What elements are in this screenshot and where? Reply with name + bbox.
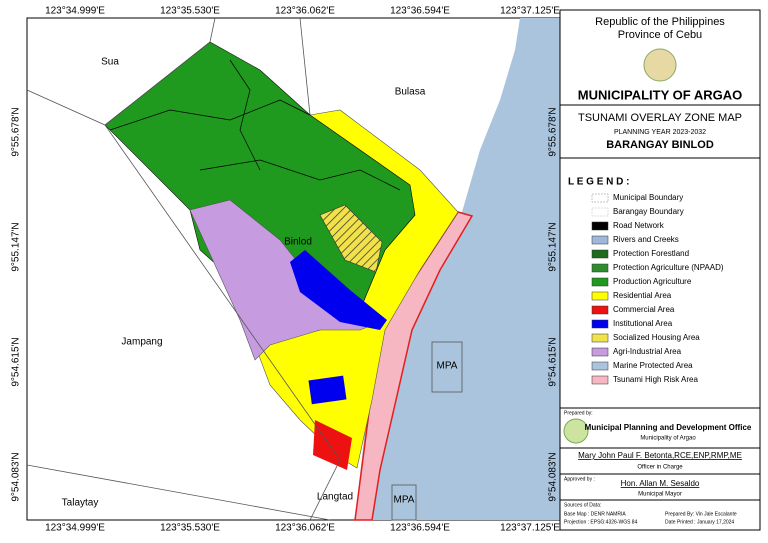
legend-label: Municipal Boundary [613, 193, 683, 202]
place-label: Sua [101, 57, 119, 68]
approved-by: Approved by : [564, 476, 595, 482]
legend-label: Barangay Boundary [613, 207, 684, 216]
legend-label: Road Network [613, 221, 665, 230]
latitude-label: 9°54.615'N [11, 337, 22, 386]
map-title: TSUNAMI OVERLAY ZONE MAP [578, 112, 742, 124]
header-line: Republic of the Philippines [595, 16, 725, 28]
legend-swatch [591, 249, 609, 259]
longitude-label: 123°36.062'E [275, 523, 335, 534]
latitude-label: 9°54.083'N [11, 452, 22, 501]
legend: Municipal Boundary Barangay Boundary Road … [591, 193, 724, 385]
legend-swatch [591, 235, 609, 245]
place-label: Bulasa [395, 87, 426, 98]
latitude-label: 9°55.147'N [11, 222, 22, 271]
legend-swatch [591, 319, 609, 329]
latitude-label: 9°54.615'N [548, 337, 559, 386]
longitude-label: 123°37.125'E [500, 6, 560, 17]
base-map: Base Map : DENR NAMRIA [564, 511, 626, 517]
place-label: MPA [394, 495, 415, 506]
longitude-label: 123°35.530'E [160, 6, 220, 17]
title-block [559, 9, 761, 531]
legend-label: Rivers and Creeks [613, 235, 679, 244]
agri-industrial [189, 199, 386, 361]
office: Municipal Planning and Development Offic… [585, 423, 752, 432]
prepared-person: Prepared By: Vin Jale Escalante [665, 511, 737, 517]
legend-swatch [591, 207, 609, 217]
prepared-by: Prepared by: [564, 410, 593, 416]
roads [109, 59, 401, 191]
legend-swatch [591, 193, 609, 203]
legend-label: Production Agriculture [613, 277, 692, 286]
legend-label: Institutional Area [613, 319, 673, 328]
legend-swatch [591, 347, 609, 357]
place-label: Jampang [121, 337, 162, 348]
latitude-label: 9°54.083'N [548, 452, 559, 501]
latitude-label: 9°55.147'N [548, 222, 559, 271]
legend-swatch [591, 333, 609, 343]
legend-swatch [591, 305, 609, 315]
legend-label: Marine Protected Area [613, 361, 693, 370]
place-label: MPA [437, 361, 458, 372]
officer: Mary John Paul F. Betonta,RCE,ENP,RMP,ME [578, 451, 742, 460]
barangay: BARANGAY BINLOD [606, 139, 714, 151]
header-line: Province of Cebu [618, 29, 702, 41]
legend-swatch [591, 361, 609, 371]
longitude-label: 123°36.062'E [275, 6, 335, 17]
projection: Projection : EPSG:4326-WGS 84 [564, 519, 638, 525]
longitude-label: 123°34.999'E [45, 523, 105, 534]
sources: Sources of Data: [564, 502, 601, 508]
commercial [313, 420, 352, 470]
longitude-label: 123°34.999'E [45, 6, 105, 17]
sea [355, 18, 560, 520]
longitude-label: 123°37.125'E [500, 523, 560, 534]
longitude-label: 123°35.530'E [160, 523, 220, 534]
legend-swatch [591, 375, 609, 385]
officer-role: Officer in Charge [637, 465, 683, 471]
place-label: Talaytay [62, 498, 99, 509]
legend-label: Commercial Area [613, 305, 675, 314]
latitude-label: 9°55.678'N [11, 107, 22, 156]
date-printed: Date Printed : January 17,2024 [665, 519, 734, 525]
mayor-role: Municipal Mayor [638, 492, 682, 498]
legend-label: Protection Agriculture (NPAAD) [613, 263, 724, 272]
longitude-label: 123°36.594'E [390, 6, 450, 17]
place-label: Langtad [317, 492, 353, 503]
socialized-housing [319, 204, 383, 273]
legend-label: Residential Area [613, 291, 672, 300]
legend-swatch [591, 291, 609, 301]
legend-swatch [591, 277, 609, 287]
legend-label: Protection Forestland [613, 249, 689, 258]
legend-label: Tsunami High Risk Area [613, 375, 698, 384]
institutional [290, 250, 387, 330]
municipality: MUNICIPALITY OF ARGAO [578, 87, 742, 102]
longitude-label: 123°36.594'E [390, 523, 450, 534]
legend-title: L E G E N D : [568, 177, 630, 188]
map-area [26, 17, 561, 521]
institutional [308, 375, 347, 405]
legend-swatch [591, 221, 609, 231]
legend-swatch [591, 263, 609, 273]
agriculture [104, 41, 416, 346]
latitude-label: 9°55.678'N [548, 107, 559, 156]
legend-label: Agri-Industrial Area [613, 347, 682, 356]
mayor: Hon. Allan M. Sesaldo [621, 479, 700, 488]
office-sub: Municipality of Argao [640, 436, 696, 442]
planning-year: PLANNING YEAR 2023-2032 [614, 129, 706, 136]
boundaries [26, 17, 463, 521]
legend-label: Socialized Housing Area [613, 333, 700, 342]
place-label: Binlod [284, 237, 312, 248]
